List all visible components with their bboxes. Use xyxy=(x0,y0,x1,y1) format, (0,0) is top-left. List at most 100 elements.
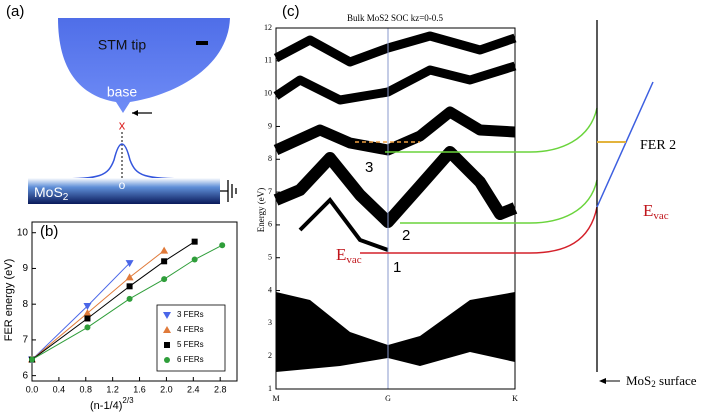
x-mark: x xyxy=(119,117,126,132)
fer-label: FER 2 xyxy=(640,138,676,153)
series-line xyxy=(31,244,223,360)
diagram: FER 2 Evac MoS2 surface xyxy=(360,20,697,389)
y-label: FER energy (eV) xyxy=(3,259,15,342)
legend-marker xyxy=(163,312,171,319)
marker xyxy=(161,276,168,283)
y-tick-label: 8 xyxy=(22,299,28,310)
base-label: base xyxy=(107,84,138,100)
marker xyxy=(84,324,91,331)
substrate-label: MoS2 xyxy=(34,184,69,203)
x-tick-label: 0.4 xyxy=(53,384,66,394)
x-tick-label: K xyxy=(512,394,518,403)
legend-marker xyxy=(164,357,170,363)
band xyxy=(298,196,389,252)
panel-b: (b) 0.0 0.4 0.8 1.2 1.6 2.0 2.4 2.8 6 7 8 9 10 FER ene… xyxy=(3,221,238,412)
band xyxy=(273,61,517,105)
panel-label: (c) xyxy=(282,3,300,20)
bands xyxy=(273,31,518,372)
y-tick-label: 5 xyxy=(268,253,272,262)
x-tick-label: 1.2 xyxy=(106,384,119,394)
band xyxy=(273,146,518,228)
y-tick-label: 10 xyxy=(264,88,272,97)
legend-label: 3 FERs xyxy=(177,310,204,319)
legend-label: 6 FERs xyxy=(177,355,204,364)
state-label: 1 xyxy=(393,259,401,276)
stm-tip xyxy=(58,18,230,113)
subscript: 2 xyxy=(651,379,656,389)
marker xyxy=(125,273,134,281)
x-tick-label: 2.4 xyxy=(187,384,200,394)
y-tick-label: 6 xyxy=(268,220,272,229)
x-tick-label: 2.0 xyxy=(160,384,173,394)
legend-label: 4 FERs xyxy=(177,325,204,334)
text: MoS xyxy=(34,184,63,200)
y-tick-label: 8 xyxy=(268,154,272,163)
y-tick-label: 6 xyxy=(22,370,28,381)
green-level xyxy=(400,179,598,224)
legend-label: 5 FERs xyxy=(177,340,204,349)
y-tick-label: 3 xyxy=(268,318,272,327)
band xyxy=(273,31,517,67)
marker xyxy=(83,309,92,317)
x-tick-label: 0.0 xyxy=(26,384,39,394)
vacuum-line xyxy=(596,81,654,208)
green-level xyxy=(385,107,598,153)
marker xyxy=(191,256,198,263)
text: surface xyxy=(656,373,697,388)
superscript: 2/3 xyxy=(122,396,134,405)
panel-c: (c) Bulk MoS2 SOC kz=0-0.5 Energy (eV) 3… xyxy=(256,3,518,403)
evac-label: Evac xyxy=(643,201,669,222)
y-tick-label: 7 xyxy=(22,335,28,346)
y-tick-label: 4 xyxy=(268,285,272,294)
surface-label: MoS2 surface xyxy=(626,373,697,389)
ground xyxy=(220,180,237,202)
text: E xyxy=(643,201,653,220)
panel-a: (a) STM tip base x MoS2 o xyxy=(6,3,237,204)
state-label: 2 xyxy=(402,227,410,244)
y-tick-label: 9 xyxy=(268,121,272,130)
y-tick-label: 1 xyxy=(268,384,272,393)
substrate xyxy=(28,178,220,204)
legend-marker xyxy=(164,342,170,348)
x-tick-label: G xyxy=(385,394,391,403)
marker xyxy=(84,315,91,322)
x-label: (n-1/4)2/3 xyxy=(90,396,134,412)
text: (n-1/4) xyxy=(90,400,122,412)
y-tick-label: 10 xyxy=(17,227,29,238)
minus-sign xyxy=(196,41,208,45)
lorentzian xyxy=(57,143,191,180)
marker xyxy=(161,258,168,265)
marker xyxy=(83,302,92,310)
plot-frame xyxy=(31,221,238,382)
marker xyxy=(191,238,198,245)
y-label: Energy (eV) xyxy=(256,188,266,233)
series-line xyxy=(31,262,130,360)
panel-label: (a) xyxy=(6,3,24,20)
x-tick-label: 0.8 xyxy=(80,384,93,394)
panel-label: (b) xyxy=(40,223,58,240)
marker xyxy=(126,295,133,302)
arrow-head xyxy=(132,110,138,116)
frame xyxy=(275,27,516,390)
arrow-head xyxy=(599,378,606,384)
subscript: 2 xyxy=(63,192,69,203)
x-tick-label: M xyxy=(272,394,279,403)
text: E xyxy=(336,245,346,264)
y-tick-label: 11 xyxy=(264,56,272,65)
x-tick-label: 2.8 xyxy=(214,384,227,394)
marker xyxy=(160,246,169,254)
valence-band xyxy=(276,292,515,372)
plot-title: Bulk MoS2 SOC kz=0-0.5 xyxy=(347,13,444,23)
y-tick-label: 7 xyxy=(268,187,272,196)
state-label: 3 xyxy=(365,159,373,176)
origin-label: o xyxy=(119,178,126,192)
band xyxy=(273,106,516,156)
marker xyxy=(219,242,226,249)
legend-marker xyxy=(163,326,171,333)
subscript: vac xyxy=(653,210,668,222)
series-line xyxy=(31,250,165,360)
marker xyxy=(29,356,35,363)
tip-label: STM tip xyxy=(98,37,146,53)
marker xyxy=(126,283,133,290)
